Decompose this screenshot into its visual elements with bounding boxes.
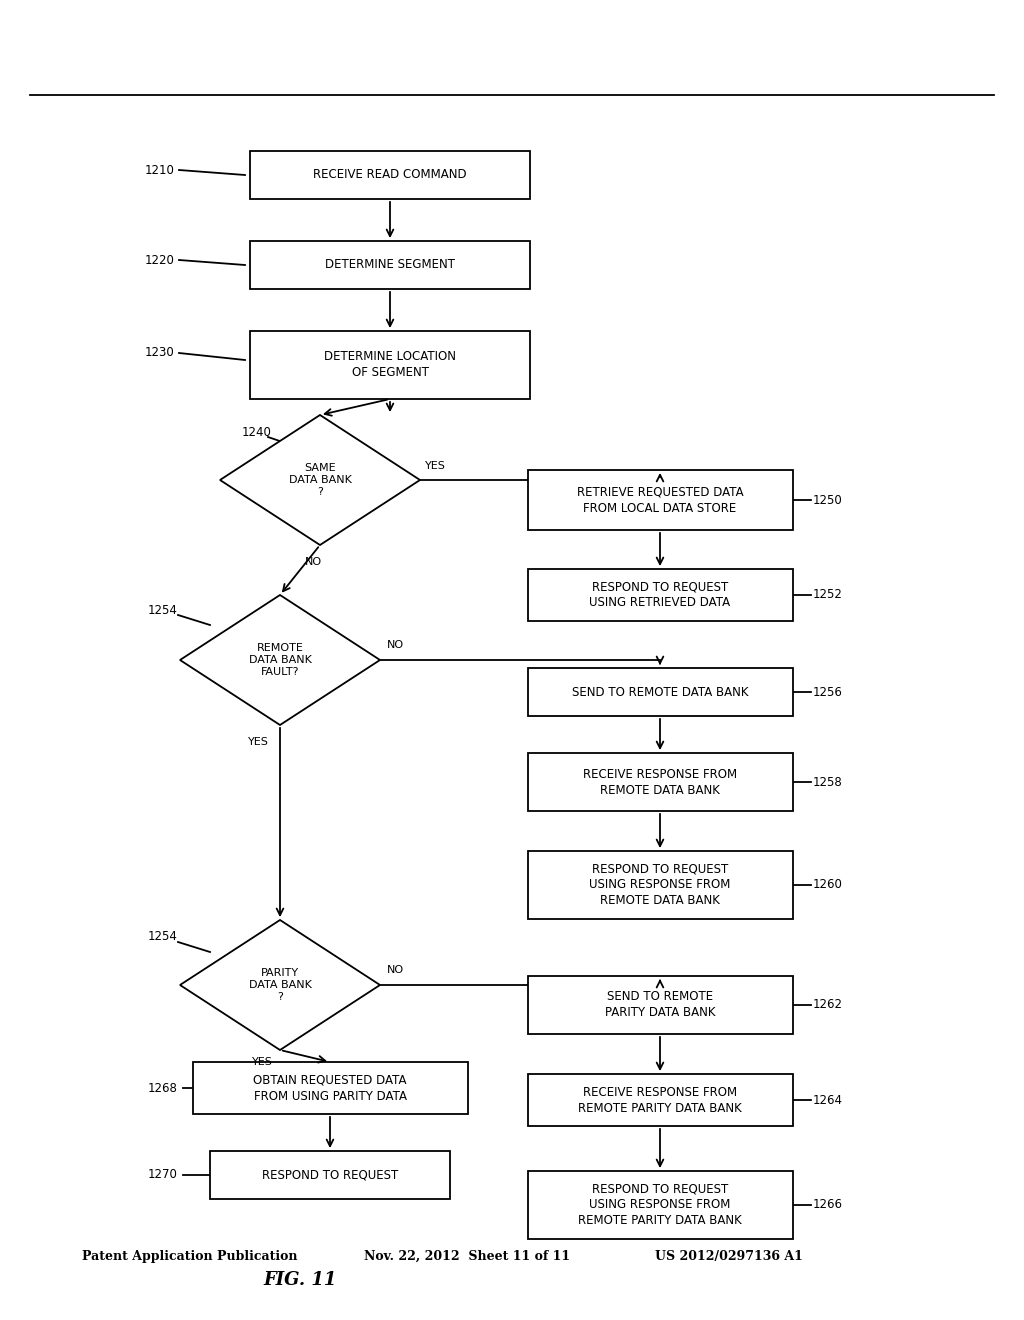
Text: 1268: 1268 xyxy=(148,1081,178,1094)
Text: REMOTE
DATA BANK
FAULT?: REMOTE DATA BANK FAULT? xyxy=(249,643,311,677)
Text: Nov. 22, 2012  Sheet 11 of 11: Nov. 22, 2012 Sheet 11 of 11 xyxy=(364,1250,569,1263)
Text: OBTAIN REQUESTED DATA
FROM USING PARITY DATA: OBTAIN REQUESTED DATA FROM USING PARITY … xyxy=(253,1073,407,1102)
Text: 1256: 1256 xyxy=(812,685,843,698)
FancyBboxPatch shape xyxy=(527,569,793,620)
Text: SAME
DATA BANK
?: SAME DATA BANK ? xyxy=(289,462,351,498)
FancyBboxPatch shape xyxy=(527,668,793,715)
Text: RESPOND TO REQUEST
USING RESPONSE FROM
REMOTE PARITY DATA BANK: RESPOND TO REQUEST USING RESPONSE FROM R… xyxy=(579,1183,741,1228)
FancyBboxPatch shape xyxy=(527,1171,793,1239)
FancyBboxPatch shape xyxy=(527,752,793,810)
FancyBboxPatch shape xyxy=(250,331,530,399)
FancyBboxPatch shape xyxy=(527,470,793,531)
Text: 1258: 1258 xyxy=(812,776,843,788)
Polygon shape xyxy=(180,920,380,1049)
Text: PARITY
DATA BANK
?: PARITY DATA BANK ? xyxy=(249,968,311,1002)
FancyBboxPatch shape xyxy=(250,150,530,199)
Text: 1264: 1264 xyxy=(812,1093,843,1106)
Text: NO: NO xyxy=(387,965,404,975)
Text: 1254: 1254 xyxy=(148,603,178,616)
Text: NO: NO xyxy=(305,557,323,568)
Text: 1254: 1254 xyxy=(148,931,178,944)
Text: SEND TO REMOTE
PARITY DATA BANK: SEND TO REMOTE PARITY DATA BANK xyxy=(605,990,715,1019)
Text: 1260: 1260 xyxy=(812,879,843,891)
Text: NO: NO xyxy=(387,640,404,649)
Text: YES: YES xyxy=(248,737,269,747)
FancyBboxPatch shape xyxy=(527,851,793,919)
Text: DETERMINE LOCATION
OF SEGMENT: DETERMINE LOCATION OF SEGMENT xyxy=(324,351,456,380)
Text: 1250: 1250 xyxy=(812,494,843,507)
Text: RECEIVE READ COMMAND: RECEIVE READ COMMAND xyxy=(313,169,467,181)
Text: 1240: 1240 xyxy=(242,425,272,438)
Text: Patent Application Publication: Patent Application Publication xyxy=(82,1250,297,1263)
Text: FIG. 11: FIG. 11 xyxy=(263,1271,337,1290)
Polygon shape xyxy=(180,595,380,725)
Text: YES: YES xyxy=(252,1057,272,1067)
Text: RECEIVE RESPONSE FROM
REMOTE DATA BANK: RECEIVE RESPONSE FROM REMOTE DATA BANK xyxy=(583,767,737,796)
FancyBboxPatch shape xyxy=(250,242,530,289)
Text: 1252: 1252 xyxy=(812,589,843,602)
Polygon shape xyxy=(220,414,420,545)
Text: RESPOND TO REQUEST: RESPOND TO REQUEST xyxy=(262,1168,398,1181)
Text: RESPOND TO REQUEST
USING RESPONSE FROM
REMOTE DATA BANK: RESPOND TO REQUEST USING RESPONSE FROM R… xyxy=(590,862,731,908)
FancyBboxPatch shape xyxy=(193,1063,468,1114)
Text: 1220: 1220 xyxy=(145,253,175,267)
Text: US 2012/0297136 A1: US 2012/0297136 A1 xyxy=(655,1250,803,1263)
Text: 1262: 1262 xyxy=(812,998,843,1011)
Text: 1270: 1270 xyxy=(148,1168,178,1181)
Text: SEND TO REMOTE DATA BANK: SEND TO REMOTE DATA BANK xyxy=(571,685,749,698)
Text: 1210: 1210 xyxy=(145,164,175,177)
FancyBboxPatch shape xyxy=(527,975,793,1034)
Text: 1230: 1230 xyxy=(145,346,175,359)
Text: RETRIEVE REQUESTED DATA
FROM LOCAL DATA STORE: RETRIEVE REQUESTED DATA FROM LOCAL DATA … xyxy=(577,486,743,515)
FancyBboxPatch shape xyxy=(210,1151,450,1199)
Text: 1266: 1266 xyxy=(812,1199,843,1212)
Text: RECEIVE RESPONSE FROM
REMOTE PARITY DATA BANK: RECEIVE RESPONSE FROM REMOTE PARITY DATA… xyxy=(579,1085,741,1114)
Text: DETERMINE SEGMENT: DETERMINE SEGMENT xyxy=(325,259,455,272)
FancyBboxPatch shape xyxy=(527,1074,793,1126)
Text: RESPOND TO REQUEST
USING RETRIEVED DATA: RESPOND TO REQUEST USING RETRIEVED DATA xyxy=(590,581,730,610)
Text: YES: YES xyxy=(425,461,445,471)
